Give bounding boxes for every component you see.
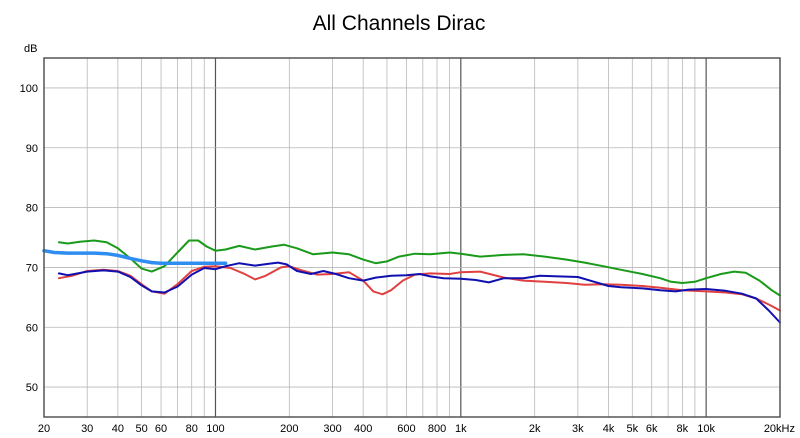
- y-tick-label: 80: [26, 203, 38, 215]
- x-tick-label: 300: [323, 423, 341, 435]
- plot-frame: [43, 57, 781, 418]
- x-tick-label: 200: [280, 423, 298, 435]
- x-tick-label: 3k: [572, 423, 584, 435]
- x-tick-label: 4k: [603, 423, 615, 435]
- x-tick-label: 1k: [455, 423, 467, 435]
- x-tick-label: 6k: [646, 423, 658, 435]
- x-tick-label: 80: [186, 423, 198, 435]
- x-tick-label: 600: [397, 423, 415, 435]
- y-tick-label: 100: [20, 83, 38, 95]
- x-tick-label: 100: [206, 423, 224, 435]
- x-tick-label: 30: [81, 423, 93, 435]
- series-line-3: [57, 261, 781, 324]
- x-tick-label: 50: [136, 423, 148, 435]
- x-tick-label: 40: [112, 423, 124, 435]
- grid: [43, 58, 781, 417]
- y-tick-label: 60: [26, 322, 38, 334]
- series-line-1: [57, 239, 781, 297]
- x-tick-label: 800: [428, 423, 446, 435]
- x-tick-label: 5k: [626, 423, 638, 435]
- series-layer: [42, 239, 781, 324]
- y-axis-ticks: 50 60 70 80 90 100: [20, 83, 38, 394]
- x-tick-label: 400: [354, 423, 372, 435]
- chart-title: All Channels Dirac: [313, 12, 486, 35]
- x-tick-label: 10k: [697, 423, 715, 435]
- y-tick-label: 90: [26, 143, 38, 155]
- plot-area: [44, 58, 780, 417]
- series-line-4: [42, 248, 228, 265]
- y-tick-label: 70: [26, 262, 38, 274]
- x-tick-label: 20kHz: [764, 423, 795, 435]
- x-axis-ticks: 20 30 40 50 60 80 100 200 300 400 600 800 1k 2k 3k 4k 5k…: [38, 423, 795, 435]
- x-tick-label: 8k: [677, 423, 689, 435]
- series-line-2: [57, 265, 781, 312]
- x-tick-label: 60: [155, 423, 167, 435]
- x-tick-label: 2k: [529, 423, 541, 435]
- x-tick-label: 20: [38, 423, 50, 435]
- y-tick-label: 50: [26, 382, 38, 394]
- y-axis-unit-label: dB: [24, 43, 37, 55]
